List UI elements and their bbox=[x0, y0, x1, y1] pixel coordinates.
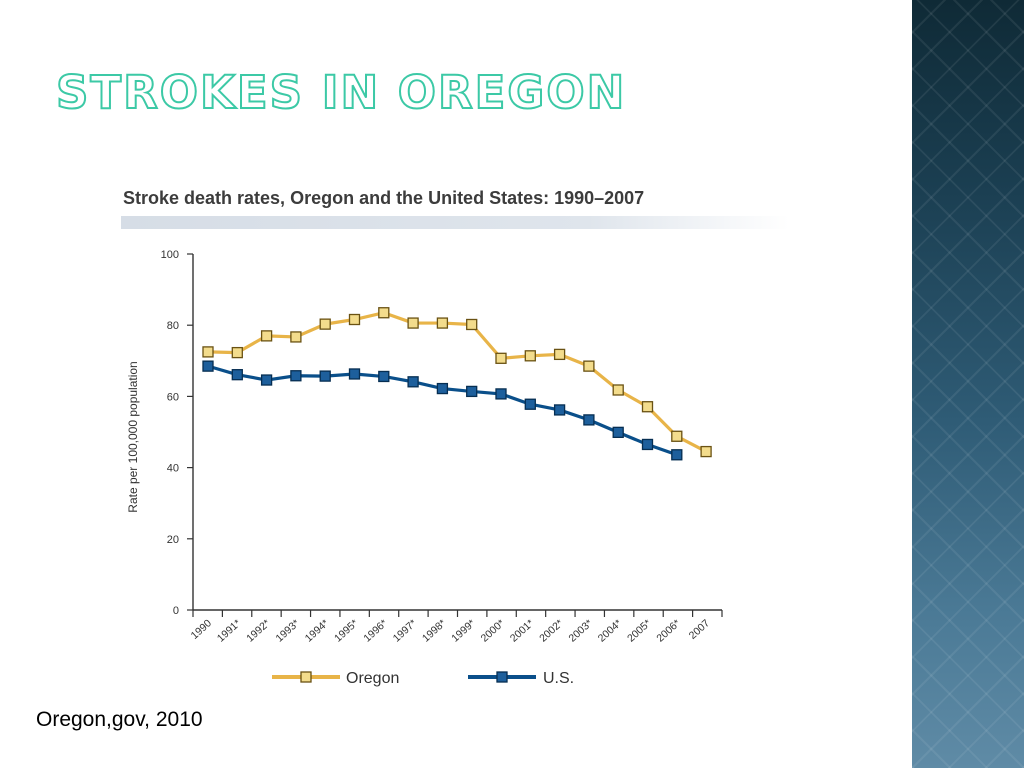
x-axis: 1990 1991* 1992* 1993* 1994* 1995* 1996* 1997* 1… bbox=[189, 609, 723, 645]
x-tick-label: 2006* bbox=[654, 617, 682, 644]
x-tick-label: 1993* bbox=[273, 617, 301, 644]
data-point-oregon bbox=[348, 313, 361, 326]
decorative-side-panel bbox=[912, 0, 1024, 768]
data-point-oregon bbox=[202, 346, 214, 358]
data-point-oregon bbox=[671, 430, 683, 442]
x-tick-label: 1992* bbox=[244, 617, 272, 644]
x-tick-label: 1997* bbox=[391, 617, 419, 644]
data-point-us bbox=[524, 398, 536, 410]
x-tick-label: 2003* bbox=[566, 617, 594, 644]
data-point-oregon bbox=[260, 330, 273, 342]
y-tick-label: 40 bbox=[167, 463, 179, 475]
chart-title: Stroke death rates, Oregon and the Unite… bbox=[123, 188, 645, 208]
data-point-us bbox=[348, 368, 361, 380]
x-tick-label: 2002* bbox=[537, 617, 565, 644]
data-point-us bbox=[466, 385, 478, 398]
x-tick-label: 2004* bbox=[596, 617, 624, 644]
x-tick-label: 2001* bbox=[508, 617, 536, 644]
data-point-us bbox=[583, 414, 595, 426]
data-point-us bbox=[495, 388, 507, 400]
data-point-oregon bbox=[319, 318, 331, 330]
x-tick-label: 1990 bbox=[189, 617, 215, 642]
data-point-oregon bbox=[583, 360, 595, 372]
legend-label-oregon: Oregon bbox=[346, 670, 399, 687]
data-point-oregon bbox=[378, 307, 390, 319]
data-point-us bbox=[202, 360, 214, 372]
x-tick-label: 2007 bbox=[687, 617, 713, 642]
x-tick-label: 1994* bbox=[303, 617, 331, 644]
y-tick-label: 20 bbox=[167, 534, 179, 546]
data-point-us bbox=[436, 382, 449, 395]
x-tick-label: 1998* bbox=[420, 617, 448, 644]
x-tick-label: 1991* bbox=[215, 617, 243, 644]
data-point-oregon bbox=[524, 350, 536, 362]
data-point-us bbox=[407, 376, 419, 388]
data-point-us bbox=[671, 449, 683, 461]
data-point-oregon bbox=[407, 317, 419, 329]
x-tick-label: 2000* bbox=[479, 617, 507, 644]
slide-title: Strokes in Oregon bbox=[55, 65, 627, 120]
data-point-oregon bbox=[495, 352, 507, 364]
x-tick-label: 1995* bbox=[332, 617, 360, 644]
data-point-oregon bbox=[466, 318, 478, 331]
x-tick-label: 2005* bbox=[625, 617, 653, 644]
y-tick-label: 0 bbox=[173, 605, 179, 617]
data-point-oregon bbox=[612, 384, 624, 396]
y-tick-label: 100 bbox=[161, 249, 179, 261]
legend-marker-us bbox=[496, 671, 508, 683]
data-point-us bbox=[319, 370, 331, 382]
x-tick-label: 1996* bbox=[361, 617, 389, 644]
data-point-us bbox=[641, 438, 654, 451]
data-point-us bbox=[231, 369, 243, 381]
data-point-oregon bbox=[700, 445, 712, 458]
data-point-oregon bbox=[231, 346, 243, 359]
series-line-oregon bbox=[207, 311, 707, 453]
legend: Oregon U.S. bbox=[272, 670, 574, 687]
source-citation: Oregon,gov, 2010 bbox=[36, 708, 203, 731]
series-layer bbox=[202, 307, 712, 461]
data-point-oregon bbox=[436, 317, 449, 329]
chart-title-rule bbox=[121, 216, 789, 229]
y-tick-label: 80 bbox=[167, 320, 179, 332]
data-point-us bbox=[612, 426, 624, 439]
legend-marker-oregon bbox=[300, 671, 312, 683]
data-point-oregon bbox=[641, 401, 654, 413]
data-point-us bbox=[553, 404, 566, 416]
data-point-us bbox=[260, 374, 273, 386]
x-tick-label: 1999* bbox=[449, 617, 477, 644]
y-tick-label: 60 bbox=[167, 391, 179, 403]
data-point-us bbox=[378, 370, 390, 383]
data-point-oregon bbox=[553, 348, 566, 361]
data-point-us bbox=[290, 370, 302, 382]
y-axis-label: Rate per 100,000 population bbox=[126, 361, 140, 512]
legend-label-us: U.S. bbox=[543, 670, 574, 687]
y-axis: 0 20 40 60 80 100 Rate per 100,000 population bbox=[126, 249, 194, 617]
data-point-oregon bbox=[290, 331, 302, 343]
